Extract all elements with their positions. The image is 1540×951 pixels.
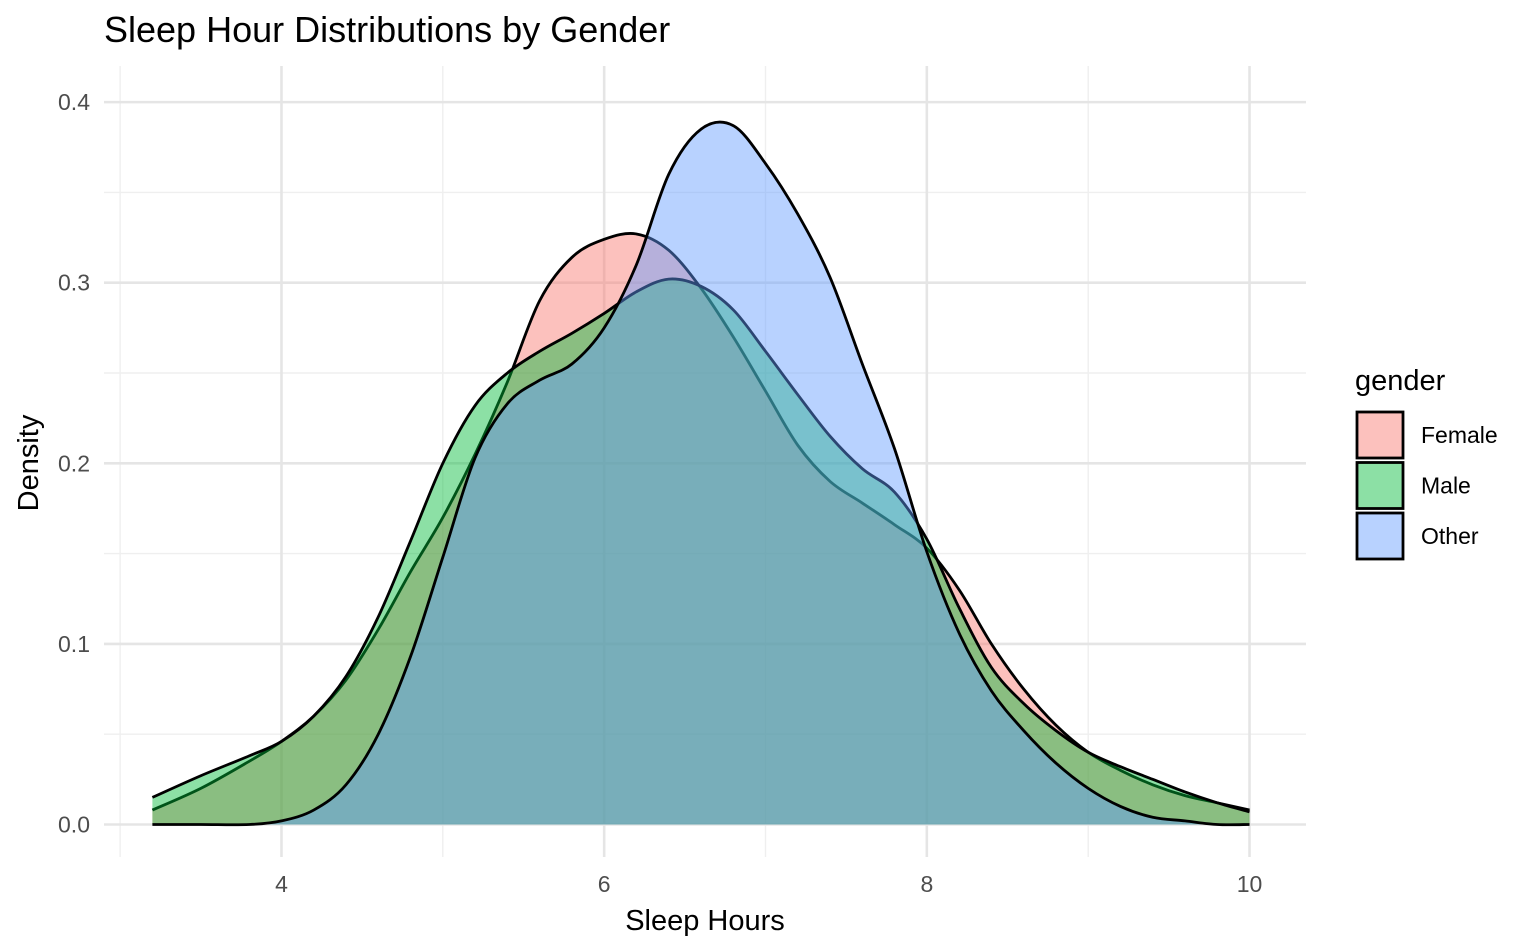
density-area-female [152, 233, 1250, 825]
y-axis-title: Density [13, 414, 45, 511]
legend-key-bg-female [1357, 412, 1403, 458]
x-tick-label: 10 [1237, 871, 1263, 897]
legend-label-male: Male [1421, 473, 1471, 499]
legend-swatch-other [1355, 511, 1405, 561]
y-tick-label: 0.1 [58, 631, 90, 657]
density-line-other [152, 120, 1250, 827]
y-tick-label: 0.3 [58, 270, 90, 296]
x-tick-label: 8 [920, 871, 933, 897]
y-tick-label: 0.0 [58, 811, 90, 837]
density-line-female [151, 232, 1250, 812]
density-area-male [152, 278, 1250, 825]
legend-label-other: Other [1421, 523, 1479, 549]
legend-key-bg-male [1357, 462, 1403, 509]
x-axis-title: Sleep Hours [625, 905, 785, 937]
x-tick-label: 4 [275, 871, 288, 897]
series-layer [151, 120, 1250, 827]
grid [104, 66, 1306, 857]
legend-key-bg-other [1357, 513, 1403, 559]
density-line-male [151, 277, 1250, 814]
y-tick-label: 0.4 [58, 89, 90, 115]
legend-swatch-male [1355, 461, 1405, 510]
density-area-other [152, 122, 1250, 825]
x-tick-label: 6 [598, 871, 611, 897]
y-tick-label: 0.2 [58, 450, 90, 476]
x-axis-ticks: 4 6 8 10 [275, 871, 1262, 897]
y-axis-ticks: 0.0 0.1 0.2 0.3 0.4 [58, 89, 90, 837]
chart-title: Sleep Hour Distributions by Gender [104, 9, 670, 50]
legend-label-female: Female [1421, 422, 1498, 448]
legend-title: gender [1355, 365, 1446, 397]
legend-swatch-female [1355, 410, 1405, 460]
legend: gender Female Male Other [1355, 365, 1498, 561]
